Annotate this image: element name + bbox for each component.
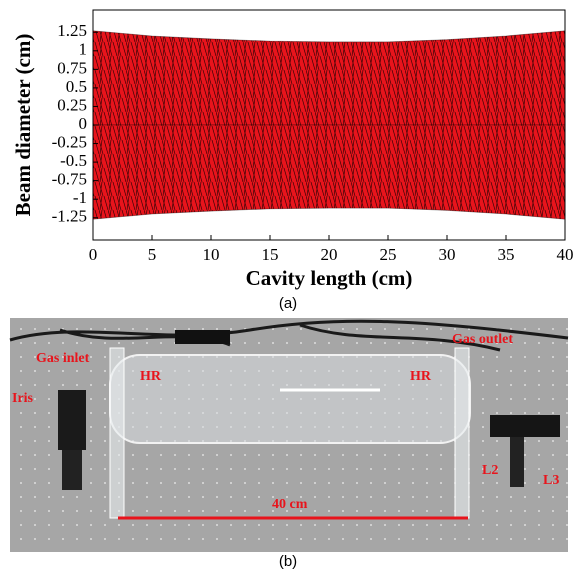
y-axis-label: Beam diameter (cm) [11, 34, 35, 217]
x-tick-label: 20 [321, 245, 338, 264]
post [510, 437, 524, 487]
post [62, 450, 82, 490]
x-tick-label: 0 [89, 245, 98, 264]
y-tick-label: -1.25 [52, 207, 87, 226]
y-tick-label: 0.75 [57, 58, 87, 77]
device [175, 330, 230, 344]
caption: (b) [279, 553, 297, 570]
lens-mounts [490, 415, 560, 437]
x-axis-label: Cavity length (cm) [246, 266, 413, 290]
photo-label: L3 [543, 473, 559, 488]
chart: 0 5 10 15 20 25 30 35 401.2510.750.50.250-0.25-0… [52, 9, 574, 264]
caption: (a) [279, 295, 297, 312]
y-tick-label: -0.75 [52, 170, 87, 189]
x-tick-label: 25 [380, 245, 397, 264]
left-plate [109, 347, 125, 519]
photo: Gas inlet Gas outlet Iris HR HR L2 L3 40… [9, 318, 569, 552]
x-tick-label: 30 [439, 245, 456, 264]
y-tick-label: 0.25 [57, 95, 87, 114]
photo-label: HR [140, 369, 162, 384]
y-tick-label: 1 [79, 40, 88, 59]
x-tick-label: 5 [148, 245, 157, 264]
right-plate [454, 347, 470, 519]
y-tick-label: 1.25 [57, 21, 87, 40]
ray-traces [92, 124, 566, 220]
y-tick-label: -0.25 [52, 132, 87, 151]
x-tick-label: 35 [498, 245, 515, 264]
photo-label: HR [410, 369, 432, 384]
ray-traces [92, 30, 566, 126]
y-tick-label: -1 [73, 188, 87, 207]
photo-label: Gas inlet [36, 351, 90, 366]
x-tick-label: 40 [557, 245, 574, 264]
photo-label: Iris [12, 391, 34, 406]
photo-label: Gas outlet [452, 332, 513, 347]
y-tick-label: -0.5 [60, 151, 87, 170]
iris-mount [58, 390, 86, 450]
x-tick-label: 15 [262, 245, 279, 264]
y-tick-label: 0 [79, 114, 88, 133]
x-tick-label: 10 [203, 245, 220, 264]
photo-label: 40 cm [272, 497, 308, 512]
photo-label: L2 [482, 463, 498, 478]
y-tick-label: 0.5 [66, 77, 87, 96]
